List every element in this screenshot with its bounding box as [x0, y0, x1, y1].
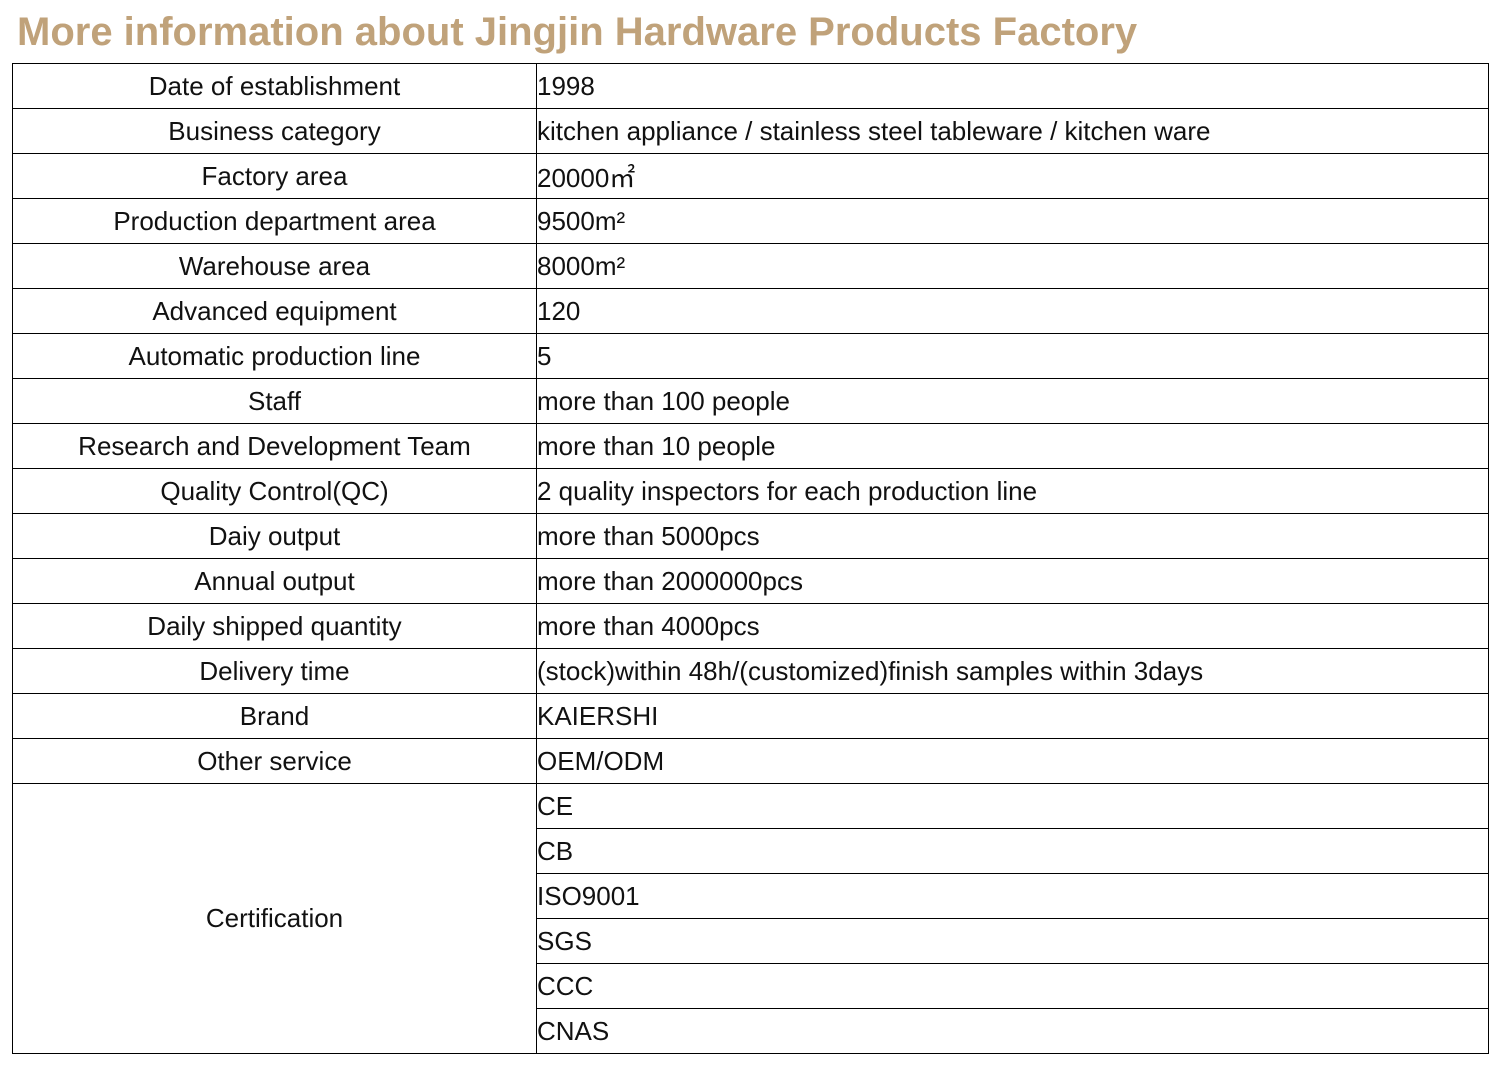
table-row: Production department area 9500m² — [12, 198, 1489, 244]
table-row: SGS — [13, 918, 1489, 964]
row-label: Annual output — [12, 558, 537, 604]
certification-label: Certification — [12, 783, 537, 1054]
table-row: Business category kitchen appliance / st… — [12, 108, 1489, 154]
row-value: more than 4000pcs — [536, 603, 1489, 649]
table-row: Delivery time (stock)within 48h/(customi… — [12, 648, 1489, 694]
certification-item: SGS — [536, 918, 1489, 964]
row-value: 5 — [536, 333, 1489, 379]
table-row: Staff more than 100 people — [12, 378, 1489, 424]
certification-item: CCC — [536, 963, 1489, 1009]
table-row: Date of establishment 1998 — [12, 63, 1489, 109]
table-row: Other service OEM/ODM — [12, 738, 1489, 784]
row-value: 1998 — [536, 63, 1489, 109]
table-row: Daily shipped quantity more than 4000pcs — [12, 603, 1489, 649]
row-value: KAIERSHI — [536, 693, 1489, 739]
table-row: Research and Development Team more than … — [12, 423, 1489, 469]
table-row: CNAS — [13, 1008, 1489, 1054]
table-row: CB — [13, 828, 1489, 874]
row-value: 120 — [536, 288, 1489, 334]
row-value: more than 10 people — [536, 423, 1489, 469]
row-value: 20000㎡ — [536, 153, 1489, 199]
row-value: more than 5000pcs — [536, 513, 1489, 559]
table-row: Quality Control(QC) 2 quality inspectors… — [12, 468, 1489, 514]
row-value: 2 quality inspectors for each production… — [536, 468, 1489, 514]
certification-item: CB — [536, 828, 1489, 874]
factory-info-table: Date of establishment 1998 Business cate… — [12, 63, 1489, 1054]
row-label: Production department area — [12, 198, 537, 244]
row-value: kitchen appliance / stainless steel tabl… — [536, 108, 1489, 154]
row-label: Warehouse area — [12, 243, 537, 289]
row-label: Quality Control(QC) — [12, 468, 537, 514]
row-label: Staff — [12, 378, 537, 424]
table-row: Automatic production line 5 — [12, 333, 1489, 379]
table-row: Daiy output more than 5000pcs — [12, 513, 1489, 559]
row-value: (stock)within 48h/(customized)finish sam… — [536, 648, 1489, 694]
table-row: Certification CE — [12, 783, 1489, 1054]
row-label: Factory area — [12, 153, 537, 199]
certification-item: CNAS — [536, 1008, 1489, 1054]
row-value: more than 100 people — [536, 378, 1489, 424]
table-row: Annual output more than 2000000pcs — [12, 558, 1489, 604]
certification-item: ISO9001 — [536, 873, 1489, 919]
row-label: Date of establishment — [12, 63, 537, 109]
row-value: OEM/ODM — [536, 738, 1489, 784]
table-row: Warehouse area 8000m² — [12, 243, 1489, 289]
row-value: 9500m² — [536, 198, 1489, 244]
page-title: More information about Jingjin Hardware … — [17, 10, 1138, 54]
row-value: 8000m² — [536, 243, 1489, 289]
row-label: Daily shipped quantity — [12, 603, 537, 649]
row-value: more than 2000000pcs — [536, 558, 1489, 604]
row-label: Other service — [12, 738, 537, 784]
row-label: Advanced equipment — [12, 288, 537, 334]
row-label: Business category — [12, 108, 537, 154]
row-label: Delivery time — [12, 648, 537, 694]
certification-item: CE — [536, 783, 1489, 829]
row-label: Brand — [12, 693, 537, 739]
table-row: Brand KAIERSHI — [12, 693, 1489, 739]
table-row: Advanced equipment 120 — [12, 288, 1489, 334]
table-row: Factory area 20000㎡ — [12, 153, 1489, 199]
row-label: Automatic production line — [12, 333, 537, 379]
row-label: Daiy output — [12, 513, 537, 559]
row-label: Research and Development Team — [12, 423, 537, 469]
table-row: ISO9001 — [13, 873, 1489, 919]
